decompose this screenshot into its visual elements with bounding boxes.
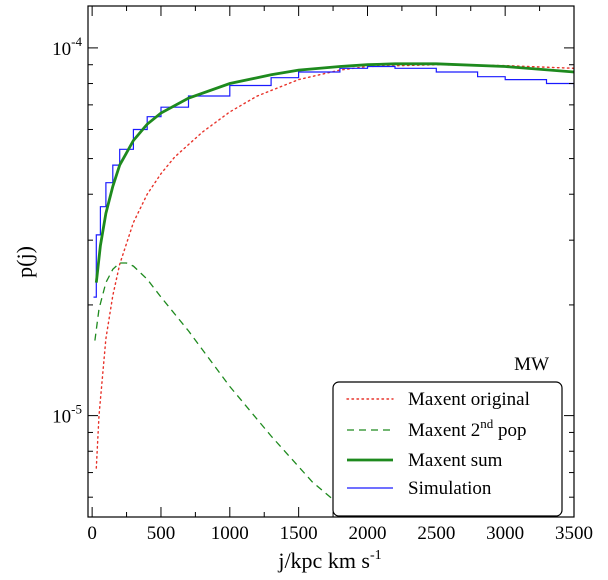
x-tick-label: 3500 <box>555 523 593 544</box>
x-tick-label: 1000 <box>211 523 249 544</box>
x-axis-title-sup: -1 <box>370 548 382 563</box>
series-layer <box>93 62 574 517</box>
x-tick-label: 1500 <box>280 523 318 544</box>
x-tick-label: 2500 <box>417 523 455 544</box>
x-axis-title: j/kpc km s-1 <box>277 548 381 573</box>
x-tick-label: 0 <box>87 523 97 544</box>
x-axis: 0 500 1000 1500 2000 2500 3000 3500 <box>87 6 593 544</box>
y-axis: 10-4 10-5 <box>52 34 574 498</box>
legend: Maxent original Maxent 2nd pop Maxent sum S… <box>332 381 563 517</box>
y-tick-label: 10-4 <box>52 34 82 60</box>
legend-label: Maxent sum <box>408 450 503 471</box>
annotation-mw: MW <box>514 354 549 375</box>
legend-box <box>332 381 563 517</box>
x-tick-label: 2000 <box>348 523 386 544</box>
x-axis-title-main: j/kpc km s <box>277 548 370 573</box>
legend-label: Simulation <box>408 478 492 499</box>
series-maxent-2nd-pop <box>94 262 355 517</box>
y-tick-label: 10-5 <box>52 402 82 428</box>
series-maxent-sum <box>94 62 574 283</box>
series-simulation <box>93 65 574 298</box>
x-tick-label: 500 <box>147 523 176 544</box>
y-axis-title: p(j) <box>12 246 37 278</box>
legend-label: Maxent 2nd pop <box>408 416 527 441</box>
x-tick-label: 3000 <box>486 523 524 544</box>
plot-frame <box>87 5 575 518</box>
legend-label: Maxent original <box>408 389 530 410</box>
